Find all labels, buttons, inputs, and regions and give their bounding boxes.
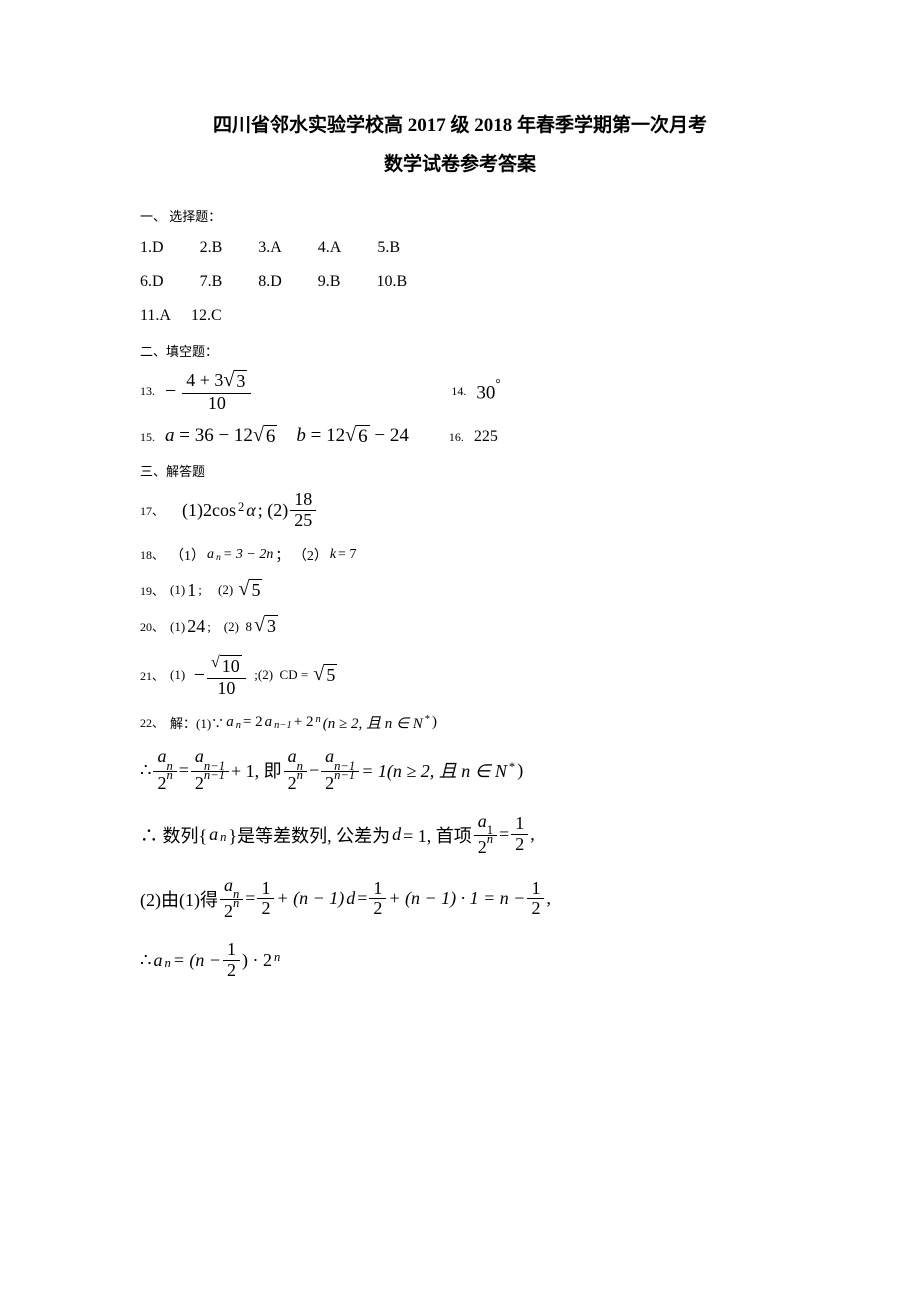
q15-expr: a = 36 − 12√6 b = 12√6 − 24 (165, 425, 409, 449)
q17: 17、 (1)2cos2 α; (2) 18 25 (140, 490, 780, 531)
section2-header: 二、填空题： (140, 341, 780, 360)
mc-ans: 12.C (191, 307, 222, 325)
q13-neg: − (165, 380, 176, 403)
q19: 19、 (1)1; (2) √5 (140, 579, 780, 602)
q20: 20、 (1)24; (2) 8 √3 (140, 615, 780, 638)
q14: 14. 30° (451, 379, 500, 404)
q22-line3: ∴ 数列{an}是等差数列, 公差为d = 1, 首项 a12n = 12 , (140, 812, 780, 858)
mc-ans: 8.D (258, 273, 282, 291)
mc-ans: 9.B (318, 273, 341, 291)
q14-val: 30° (476, 379, 500, 404)
q22-line4: (2)由(1)得 an2n = 12 + (n − 1)d = 12 + (n … (140, 876, 780, 922)
mc-ans: 3.A (258, 239, 282, 257)
q14-num: 14. (451, 384, 466, 399)
section1-header: 一、 选择题： (140, 206, 780, 225)
mc-ans: 7.B (200, 273, 223, 291)
q16-num: 16. (449, 430, 464, 445)
mc-ans: 1.D (140, 239, 164, 257)
mc-row-2: 6.D 7.B 8.D 9.B 10.B (140, 273, 780, 291)
mc-ans: 4.A (318, 239, 342, 257)
mc-ans: 2.B (200, 239, 223, 257)
sqrt: √3 (223, 370, 247, 393)
mc-ans: 10.B (376, 273, 407, 291)
q21-frac: √10 10 (207, 652, 246, 698)
q15-num: 15. (140, 430, 155, 445)
mc-ans: 5.B (377, 239, 400, 257)
q13-frac: 4 + 3√3 10 (182, 370, 251, 413)
mc-row-1: 1.D 2.B 3.A 4.A 5.B (140, 239, 780, 257)
q21: 21、 (1) − √10 10 ;(2) CD = √5 (140, 652, 780, 698)
q22-line1: 22、 解：(1)∵ an = 2an−1 + 2n (n ≥ 2, 且 n ∈… (140, 712, 780, 733)
q13-frac-den: 10 (204, 394, 230, 414)
doc-title-line1: 四川省邻水实验学校高 2017 级 2018 年春季学期第一次月考 (140, 110, 780, 137)
doc-title-line2: 数学试卷参考答案 (140, 149, 780, 176)
q16-val: 225 (474, 428, 498, 446)
q15: 15. a = 36 − 12√6 b = 12√6 − 24 (140, 425, 409, 449)
mc-row-3: 11.A 12.C (140, 307, 780, 325)
q15-q16-row: 15. a = 36 − 12√6 b = 12√6 − 24 16. 225 (140, 425, 780, 449)
q22-line5: ∴ an = (n − 12 ) · 2n (140, 940, 780, 981)
q13-q14-row: 13. − 4 + 3√3 10 14. 30° (140, 370, 780, 413)
mc-ans: 6.D (140, 273, 164, 291)
q17-frac: 18 25 (290, 490, 316, 531)
q16: 16. 225 (449, 428, 498, 446)
section3-header: 三、解答题 (140, 461, 780, 480)
q22-line2: ∴ an2n = an−12n−1 + 1, 即 an2n − an−12n−1… (140, 747, 780, 793)
q18: 18、 （1） an = 3 − 2n ； （2） k = 7 (140, 545, 780, 565)
mc-ans: 11.A (140, 307, 171, 325)
q13-num: 13. (140, 384, 155, 399)
q13: 13. − 4 + 3√3 10 (140, 370, 251, 413)
q13-frac-num: 4 + 3√3 (182, 370, 251, 394)
